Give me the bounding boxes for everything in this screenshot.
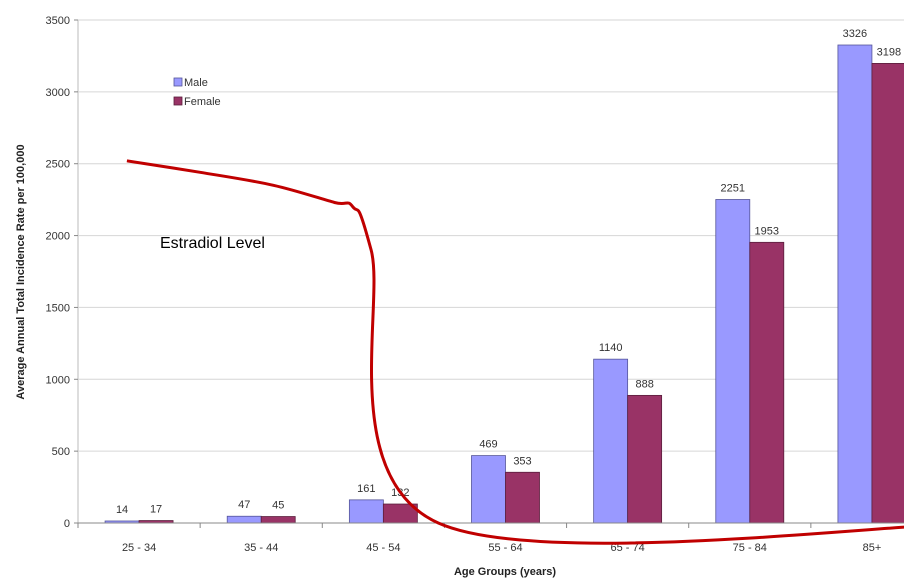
legend-swatch-male	[173, 77, 183, 87]
data-label-female-6: 1953	[755, 225, 779, 237]
x-tick-label: 65 - 74	[611, 542, 645, 554]
bar-male-6	[715, 199, 751, 524]
legend: Male Female	[173, 77, 221, 108]
y-tick-label: 3000	[46, 87, 70, 99]
y-tick-label: 2000	[46, 231, 70, 243]
bar-male-3	[348, 499, 384, 524]
bar-female-4	[505, 471, 540, 524]
data-label-male-2: 47	[238, 499, 250, 511]
legend-swatch-female	[173, 96, 183, 106]
data-label-female-4: 353	[513, 455, 531, 467]
x-tick-label: 25 - 34	[122, 542, 156, 554]
y-axis-title: Average Annual Total Incidence Rate per …	[15, 144, 27, 399]
estradiol-level-line	[126, 159, 904, 545]
data-label-female-2: 45	[272, 500, 284, 512]
y-tick-label: 0	[64, 518, 70, 530]
bar-male-7	[837, 44, 873, 524]
y-tick-label: 2500	[46, 159, 70, 171]
data-label-male-5: 1140	[599, 342, 623, 354]
x-tick-label: 55 - 64	[488, 542, 522, 554]
x-tick-label: 75 - 84	[733, 542, 767, 554]
y-tick-label: 500	[52, 446, 70, 458]
x-tick-label: 85+	[863, 542, 882, 554]
bar-male-5	[593, 358, 629, 524]
data-label-male-1: 14	[116, 504, 128, 516]
y-tick-label: 1500	[46, 302, 70, 314]
bar-female-2	[260, 516, 296, 524]
data-label-male-7: 3326	[843, 28, 867, 40]
bar-male-4	[471, 455, 506, 524]
legend-label-male: Male	[184, 77, 208, 89]
data-label-female-1: 17	[150, 504, 162, 516]
y-axis: 0 500 1000 1500 2000 2500 3000 3500	[46, 15, 78, 530]
data-label-male-4: 469	[479, 439, 497, 451]
x-tick-label: 35 - 44	[244, 542, 278, 554]
y-tick-label: 1000	[46, 374, 70, 386]
y-tick-label: 3500	[46, 15, 70, 27]
bars	[104, 44, 904, 524]
x-axis: 25 - 34 35 - 44 45 - 54 55 - 64 65 - 74 75 - …	[77, 522, 904, 554]
x-tick-label: 45 - 54	[366, 542, 400, 554]
data-label-male-3: 161	[357, 483, 375, 495]
data-label-male-6: 2251	[721, 182, 745, 194]
bar-female-5	[627, 394, 663, 524]
data-label-female-5: 888	[635, 378, 653, 390]
overlay-label: Estradiol Level	[160, 235, 265, 252]
legend-label-female: Female	[184, 96, 221, 108]
x-axis-title: Age Groups (years)	[454, 566, 556, 578]
data-label-female-7: 3198	[877, 46, 901, 58]
overlay	[126, 159, 904, 545]
bar-male-2	[226, 515, 262, 524]
bar-female-6	[749, 241, 785, 524]
bar-female-7	[871, 63, 904, 524]
